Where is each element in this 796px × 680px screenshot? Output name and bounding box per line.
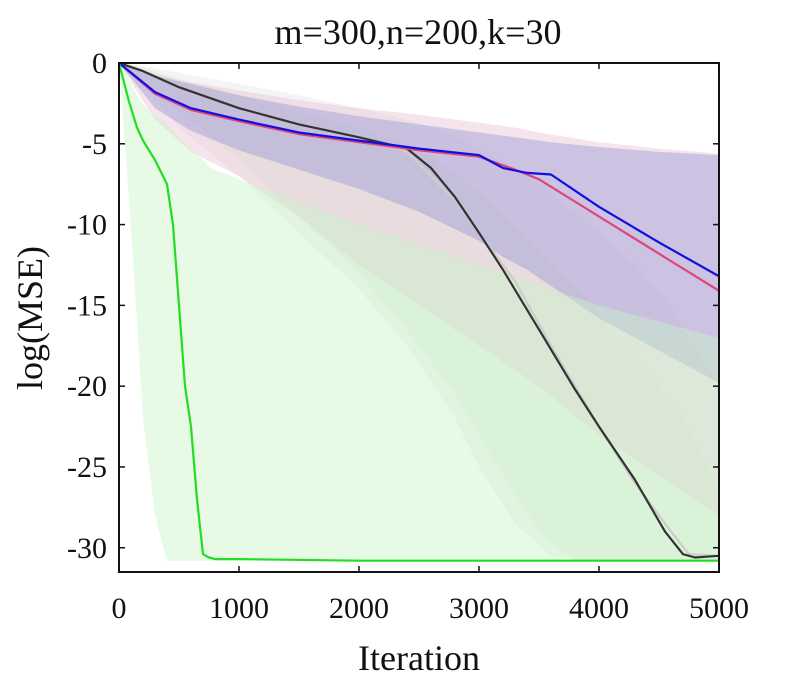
y-tick-label: -20 — [67, 370, 107, 403]
y-tick-label: -15 — [67, 289, 107, 322]
band-5 — [119, 63, 719, 561]
y-tick-label: 0 — [92, 47, 107, 80]
x-tick-label: 2000 — [329, 592, 389, 625]
band-3 — [119, 63, 719, 516]
series-line-4 — [119, 63, 719, 278]
x-tick-label: 0 — [112, 592, 127, 625]
series-lines — [119, 63, 719, 562]
band-4 — [119, 63, 719, 383]
y-tick-label: -10 — [67, 209, 107, 242]
band-1 — [119, 63, 719, 561]
y-tick-label: -5 — [82, 128, 107, 161]
x-tick-label: 4000 — [569, 592, 629, 625]
series-line-2 — [119, 63, 719, 559]
chart-title: m=300,n=200,k=30 — [275, 12, 562, 52]
y-tick-label: -25 — [67, 451, 107, 484]
series-line-3 — [119, 63, 719, 292]
x-tick-label: 3000 — [449, 592, 509, 625]
plot-frame — [118, 62, 720, 573]
series-line-5 — [119, 63, 719, 562]
y-axis-label: log(MSE) — [10, 246, 50, 390]
confidence-bands — [119, 63, 719, 561]
x-tick-label: 5000 — [689, 592, 749, 625]
x-tick-label: 1000 — [209, 592, 269, 625]
axis-ticks: 0 1000 2000 3000 4000 5000 0 -5 -10 -15 -20 -25 -30 — [67, 47, 749, 625]
x-axis-label: Iteration — [358, 638, 480, 678]
band-2 — [119, 63, 719, 561]
y-tick-label: -30 — [67, 532, 107, 565]
